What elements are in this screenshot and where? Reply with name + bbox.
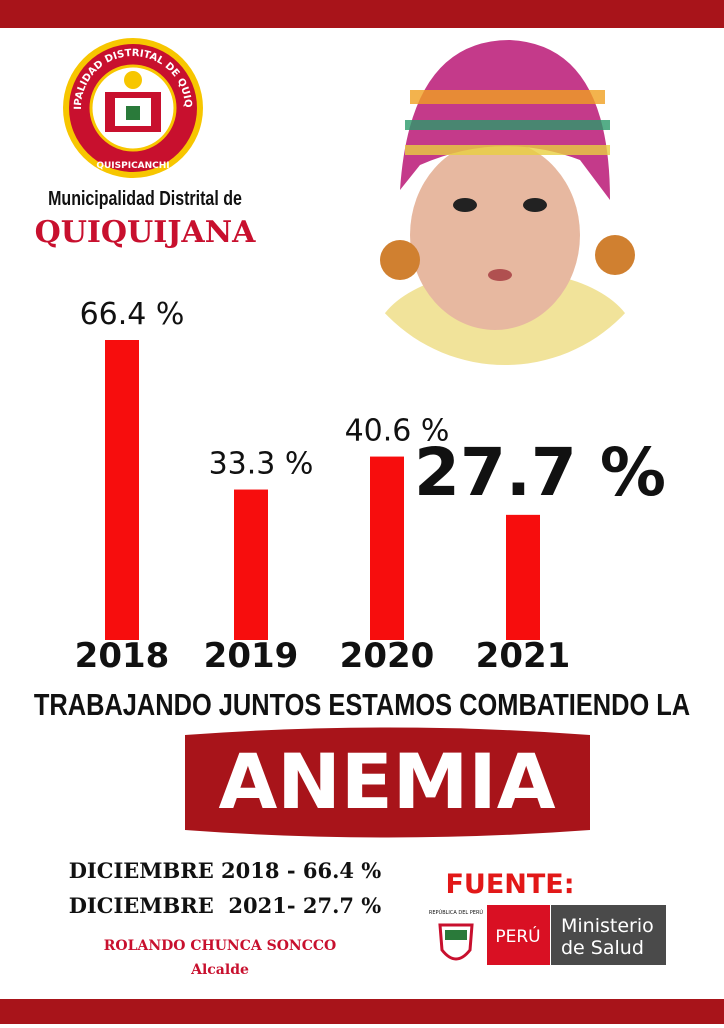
brand-box: [487, 905, 550, 965]
child-photo: [340, 35, 670, 365]
logo-province: QUISPICANCHI: [96, 161, 169, 171]
x-tick-label: 2020: [340, 636, 435, 676]
ministry: Ministerio: [561, 915, 654, 937]
peru-seal: REPÚBLICA DEL PERÚ: [429, 909, 484, 961]
slogan-highlight: ANEMIA: [218, 737, 555, 826]
value-label: 27.7 %: [414, 434, 666, 511]
signatory: ROLANDO CHUNCA SONCCO: [104, 938, 336, 954]
bottom-band: [0, 999, 724, 1024]
slogan-line: TRABAJANDO JUNTOS ESTAMOS COMBATIENDO LA: [34, 688, 690, 723]
fact: DICIEMBRE 2018 - 66.4 %: [69, 858, 382, 883]
source-label: FUENTE:: [445, 869, 574, 900]
seal-text: REPÚBLICA DEL PERÚ: [429, 909, 484, 916]
org-line: Municipalidad Distrital de: [48, 187, 242, 209]
x-tick-label: 2019: [204, 636, 299, 676]
anemia-banner: [185, 727, 590, 838]
bar: [370, 456, 404, 640]
value-label: 33.3 %: [209, 447, 314, 482]
brand: PERÚ: [495, 925, 540, 947]
x-tick-label: 2018: [75, 636, 170, 676]
ministry-box: [551, 905, 666, 965]
top-band: [0, 0, 724, 28]
value-label: 66.4 %: [80, 297, 185, 332]
value-label: 40.6 %: [345, 414, 450, 449]
fact: DICIEMBRE 2021- 27.7 %: [69, 893, 382, 918]
bar: [506, 514, 540, 640]
bar: [234, 489, 268, 640]
org-name: QUIQUIJANA: [35, 215, 257, 250]
ministry: de Salud: [561, 937, 644, 959]
role: Alcalde: [190, 962, 249, 978]
bar: [105, 340, 139, 640]
x-tick-label: 2021: [476, 636, 571, 676]
